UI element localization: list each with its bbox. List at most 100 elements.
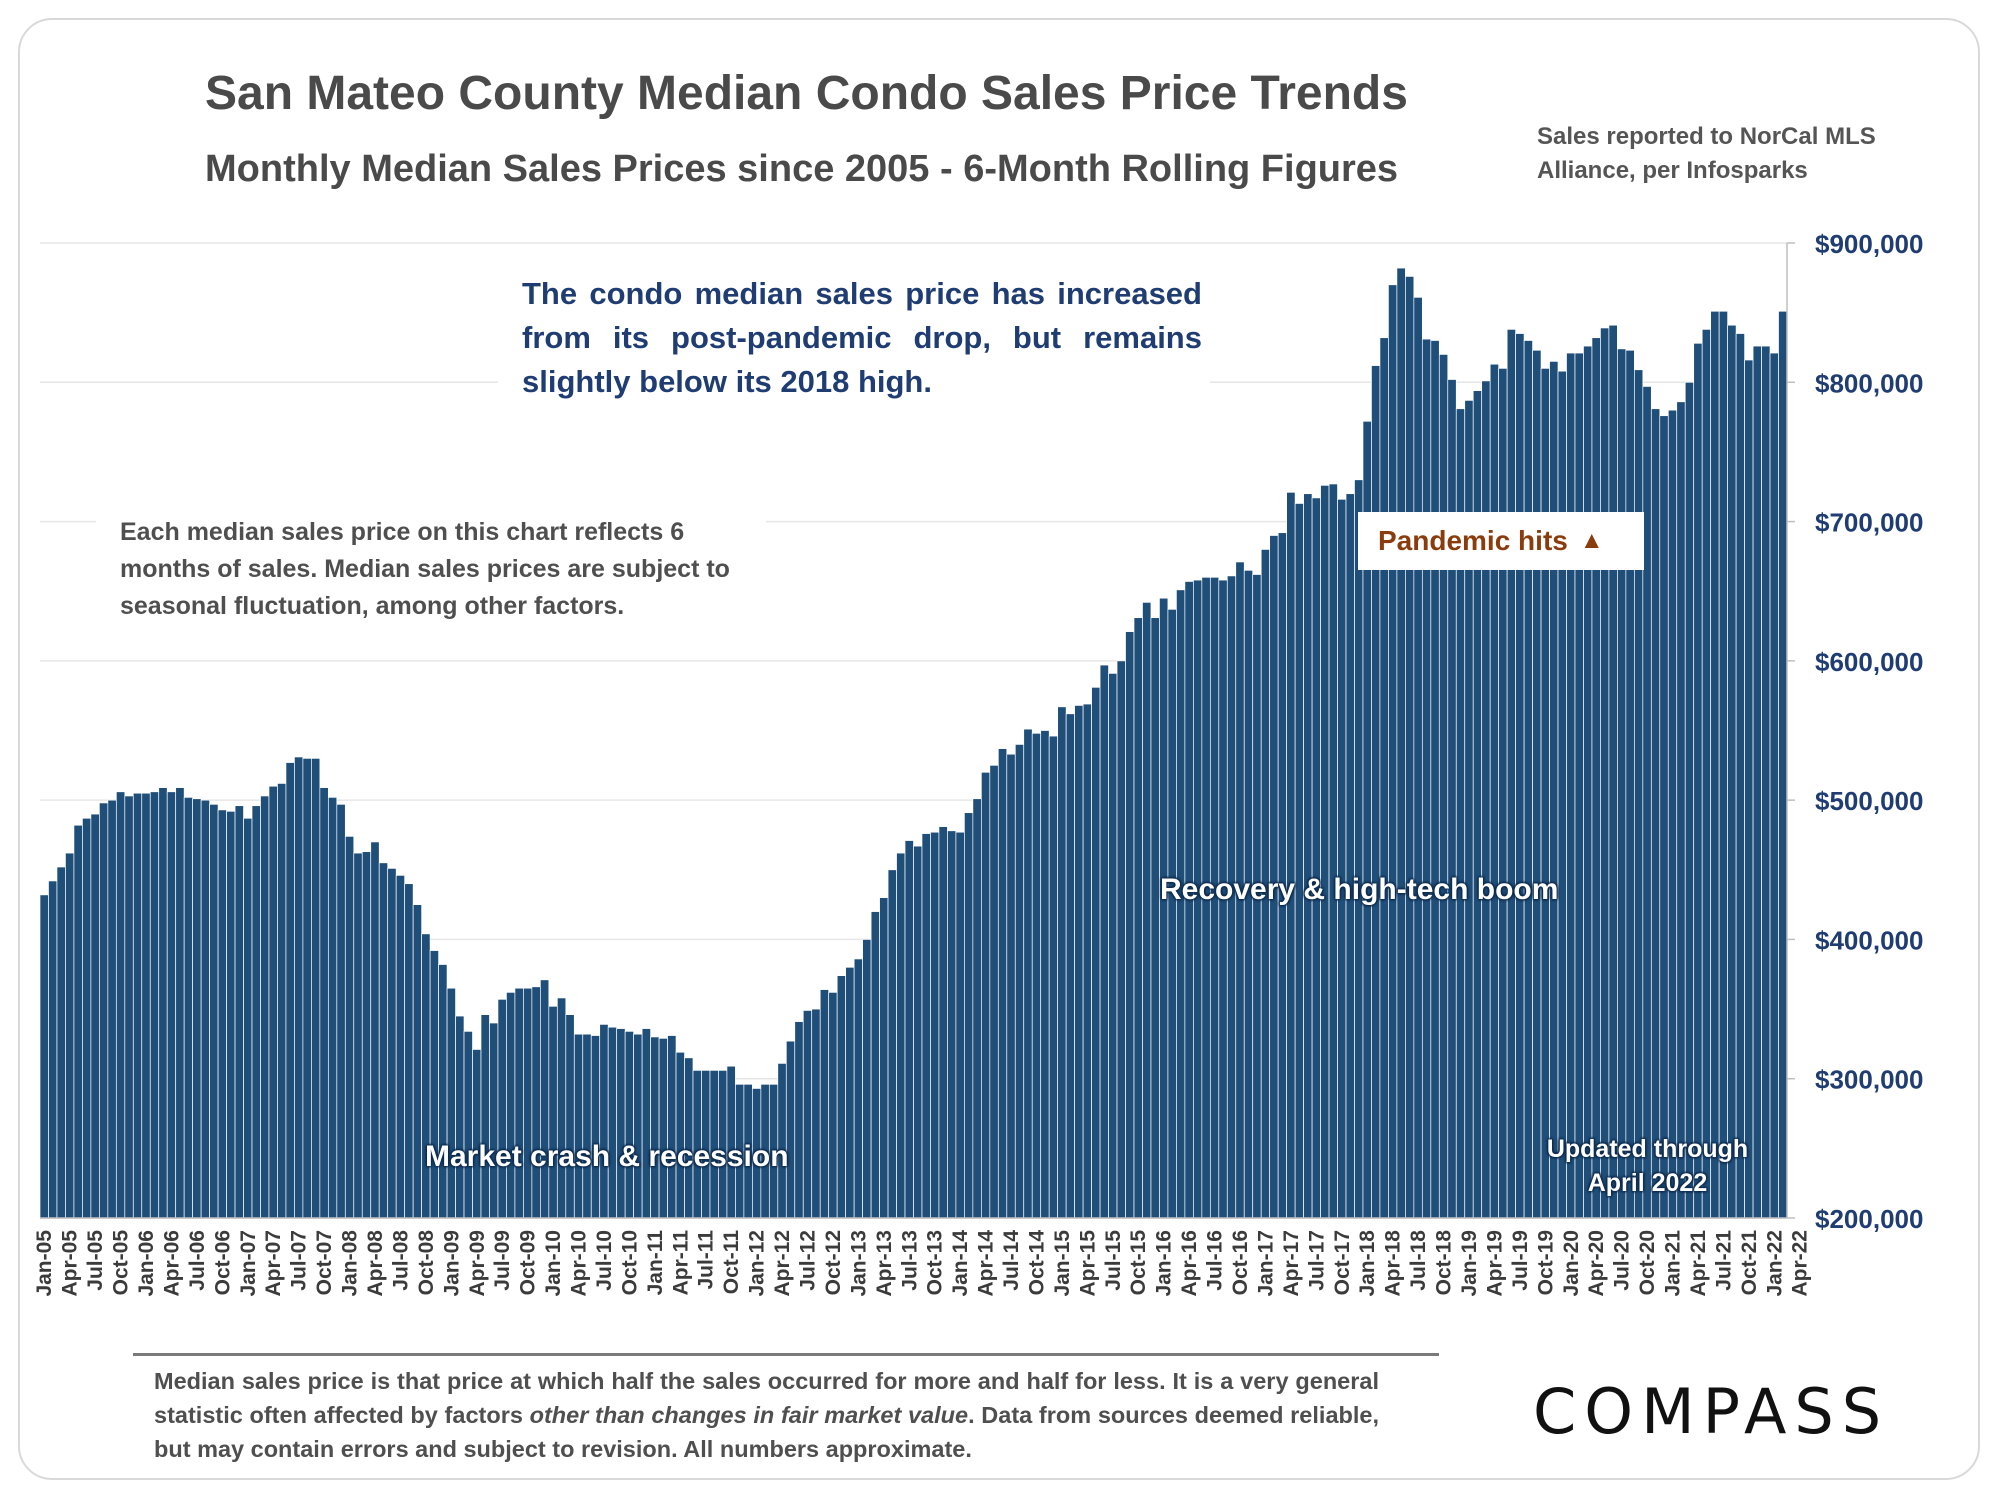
bar xyxy=(1159,597,1169,1219)
triangle-up-icon: ▲ xyxy=(1579,527,1604,554)
bar xyxy=(209,803,219,1219)
bar xyxy=(65,852,75,1219)
bar xyxy=(1744,359,1754,1219)
bar xyxy=(1667,409,1678,1219)
x-tick-label: Jan-21 xyxy=(1662,1230,1685,1297)
bar xyxy=(607,1026,618,1219)
bar xyxy=(200,799,210,1219)
bar xyxy=(1371,365,1381,1219)
x-tick-label: Jan-19 xyxy=(1458,1230,1481,1297)
bar xyxy=(684,1057,694,1219)
x-tick-label: Apr-15 xyxy=(1076,1230,1099,1297)
bar xyxy=(1617,348,1627,1219)
x-axis: Jan-05 Apr-05 Jul-05 Oct-05 Jan-06 Apr-06 Jul-… xyxy=(33,1217,1812,1297)
x-tick-label: Jan-05 xyxy=(33,1230,56,1297)
bar xyxy=(523,987,533,1219)
bar xyxy=(828,992,838,1219)
bar xyxy=(1650,408,1661,1219)
x-tick-label: Apr-09 xyxy=(466,1230,489,1297)
bar xyxy=(446,987,456,1219)
x-tick-label: Jan-14 xyxy=(949,1230,972,1297)
bar xyxy=(819,989,830,1219)
bar xyxy=(1540,368,1550,1219)
y-tick-label: $700,000 xyxy=(1815,508,1923,538)
x-tick-label: Oct-08 xyxy=(415,1230,438,1296)
bar xyxy=(353,852,363,1219)
x-tick-label: Jul-18 xyxy=(1407,1230,1430,1291)
bar xyxy=(268,785,278,1219)
x-tick-label: Jan-22 xyxy=(1763,1230,1786,1297)
bar xyxy=(1023,728,1033,1219)
x-tick-label: Apr-11 xyxy=(669,1230,692,1296)
bar xyxy=(1099,664,1109,1219)
bar xyxy=(361,851,372,1219)
bar xyxy=(1379,337,1389,1219)
bar xyxy=(107,799,117,1219)
bar xyxy=(1752,345,1762,1219)
bar xyxy=(650,1036,660,1219)
x-tick-label: Jan-17 xyxy=(1254,1230,1277,1297)
disclaimer-text-2: . Data from sources deemed reliable, but… xyxy=(154,1402,1379,1462)
x-tick-label: Apr-06 xyxy=(160,1230,183,1297)
x-tick-label: Apr-19 xyxy=(1483,1230,1506,1297)
bar xyxy=(183,797,193,1219)
bar xyxy=(1532,349,1542,1219)
y-axis: $900,000 $800,000 $700,000 $600,000 $500,000… xyxy=(1786,229,1923,1234)
footer-divider xyxy=(133,1353,1439,1356)
bar xyxy=(1421,338,1432,1219)
bar xyxy=(1549,361,1559,1219)
bar xyxy=(1481,380,1491,1219)
x-tick-label: Apr-12 xyxy=(771,1230,794,1297)
x-tick-label: Jan-06 xyxy=(135,1230,158,1297)
bar xyxy=(327,797,338,1219)
bar xyxy=(947,830,957,1219)
bar xyxy=(616,1028,626,1219)
x-tick-label: Jul-08 xyxy=(389,1230,412,1291)
bar xyxy=(260,795,270,1219)
bar xyxy=(1498,368,1508,1219)
bar xyxy=(319,787,329,1219)
bar xyxy=(1125,631,1135,1219)
bar xyxy=(1167,608,1177,1219)
bar xyxy=(82,817,92,1219)
x-tick-label: Jul-07 xyxy=(288,1230,311,1291)
bar xyxy=(938,826,948,1219)
y-tick-label: $900,000 xyxy=(1815,229,1923,259)
bar xyxy=(497,998,507,1219)
bar xyxy=(573,1033,584,1219)
bar xyxy=(90,813,100,1219)
x-tick-label: Jan-13 xyxy=(847,1230,870,1297)
bar xyxy=(234,805,244,1219)
bar xyxy=(149,791,160,1219)
x-tick-label: Oct-06 xyxy=(211,1230,234,1295)
bar xyxy=(1142,602,1152,1219)
x-tick-label: Oct-19 xyxy=(1534,1230,1557,1295)
bar xyxy=(1608,324,1618,1219)
bar xyxy=(1600,327,1610,1219)
bar xyxy=(472,1049,482,1219)
y-tick-label: $500,000 xyxy=(1815,786,1923,816)
bar xyxy=(1082,703,1092,1219)
bar xyxy=(480,1014,490,1219)
x-tick-label: Jan-08 xyxy=(339,1230,362,1297)
bar xyxy=(412,904,422,1219)
bar xyxy=(1031,732,1042,1219)
bar xyxy=(879,897,889,1219)
bar xyxy=(1523,340,1533,1219)
bar xyxy=(802,1010,813,1219)
bar xyxy=(277,783,287,1219)
x-tick-label: Jul-06 xyxy=(186,1230,209,1291)
bar xyxy=(582,1033,592,1219)
x-tick-label: Jul-19 xyxy=(1509,1230,1532,1291)
bar xyxy=(175,787,185,1219)
x-tick-label: Jan-10 xyxy=(542,1230,565,1297)
bar xyxy=(904,840,914,1219)
bar xyxy=(387,868,397,1219)
y-tick-label: $200,000 xyxy=(1815,1204,1923,1234)
bar xyxy=(302,758,312,1219)
bar xyxy=(845,966,855,1219)
pandemic-callout: Pandemic hits ▲ xyxy=(1358,512,1644,570)
bar xyxy=(913,845,923,1219)
bar xyxy=(599,1024,609,1219)
x-tick-label: Oct-17 xyxy=(1331,1230,1354,1295)
